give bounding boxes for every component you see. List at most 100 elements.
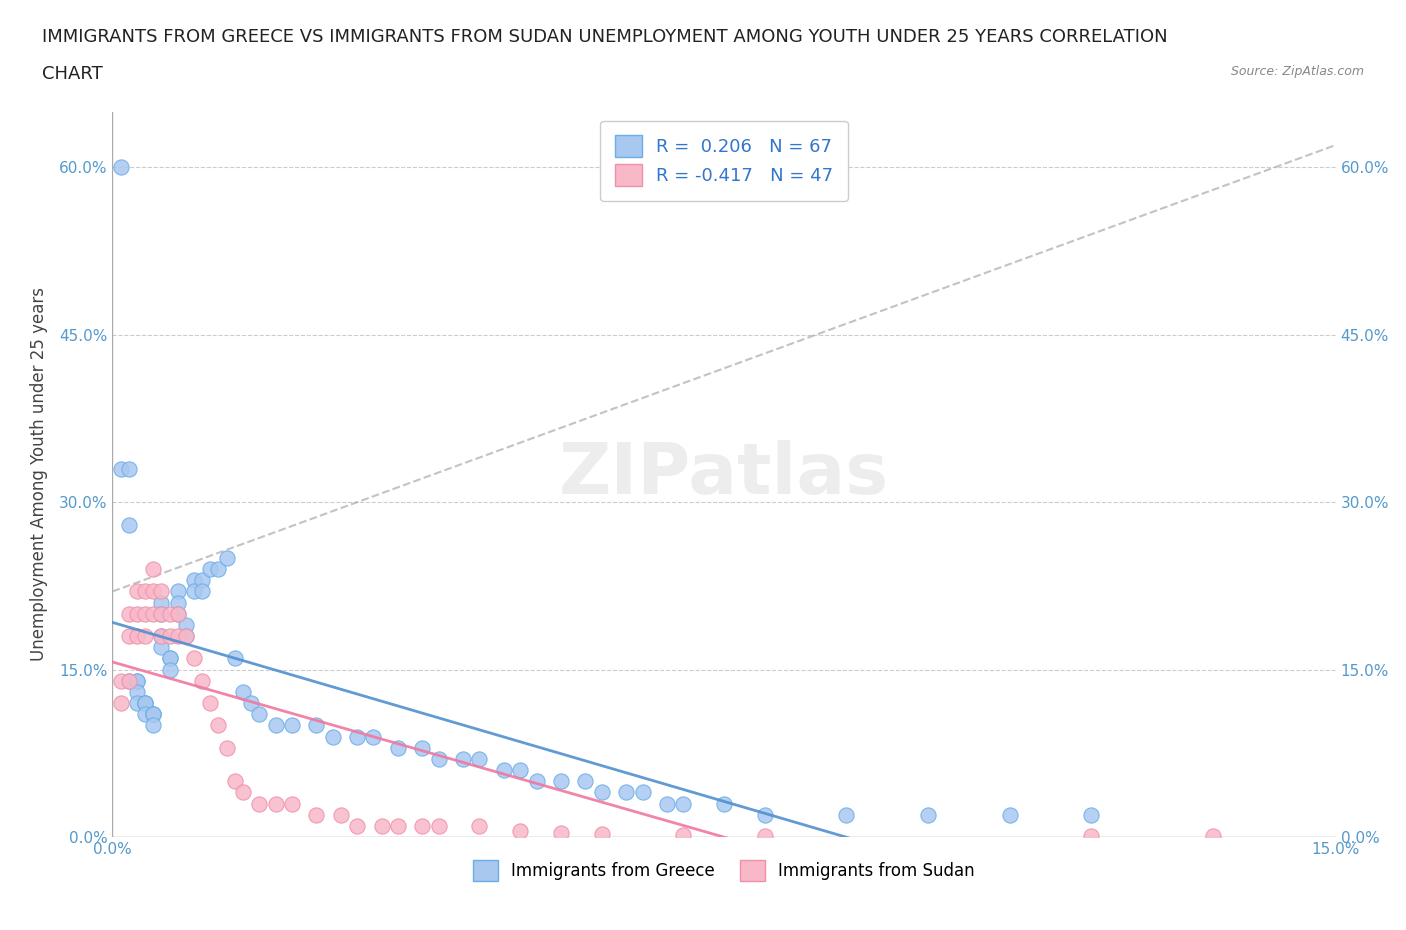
Point [159,662,181,677]
Point [118,629,141,644]
Point [142,707,165,722]
Point [526,774,548,789]
Point [281,718,304,733]
Point [166,606,188,621]
Point [713,796,735,811]
Point [322,729,344,744]
Point [183,584,205,599]
Point [207,718,229,733]
Point [305,718,328,733]
Point [125,684,148,699]
Point [150,640,173,655]
Point [305,807,328,822]
Point [134,629,156,644]
Point [118,517,141,532]
Point [183,651,205,666]
Text: IMMIGRANTS FROM GREECE VS IMMIGRANTS FROM SUDAN UNEMPLOYMENT AMONG YOUTH UNDER 2: IMMIGRANTS FROM GREECE VS IMMIGRANTS FRO… [42,28,1168,46]
Text: CHART: CHART [42,65,103,83]
Point [281,796,304,811]
Point [468,751,491,766]
Point [917,807,939,822]
Point [150,595,173,610]
Point [150,584,173,599]
Point [134,584,156,599]
Point [191,584,214,599]
Point [150,629,173,644]
Point [427,751,450,766]
Point [159,651,181,666]
Point [264,796,287,811]
Point [125,696,148,711]
Point [264,718,287,733]
Point [387,740,409,755]
Text: Source: ZipAtlas.com: Source: ZipAtlas.com [1230,65,1364,78]
Point [134,696,156,711]
Point [166,606,188,621]
Point [998,807,1021,822]
Point [1202,829,1225,844]
Point [240,696,263,711]
Point [492,763,515,777]
Point [370,818,392,833]
Point [150,606,173,621]
Point [110,461,132,476]
Point [1080,807,1102,822]
Point [363,729,385,744]
Point [125,629,148,644]
Point [247,796,270,811]
Point [655,796,678,811]
Point [411,818,433,833]
Point [191,573,214,588]
Point [207,562,229,577]
Point [125,673,148,688]
Point [574,774,596,789]
Point [232,684,254,699]
Point [329,807,352,822]
Point [754,807,776,822]
Point [1080,829,1102,844]
Text: ZIPatlas: ZIPatlas [560,440,889,509]
Point [110,696,132,711]
Point [134,606,156,621]
Point [550,825,572,840]
Point [191,673,214,688]
Point [159,629,181,644]
Point [110,673,132,688]
Point [166,629,188,644]
Point [110,160,132,175]
Point [387,818,409,833]
Point [142,707,165,722]
Point [174,629,197,644]
Point [247,707,270,722]
Point [134,696,156,711]
Point [142,584,165,599]
Point [427,818,450,833]
Point [346,818,368,833]
Point [509,763,531,777]
Point [166,584,188,599]
Point [451,751,474,766]
Point [142,718,165,733]
Point [614,785,637,800]
Point [224,651,246,666]
Point [200,696,222,711]
Point [142,707,165,722]
Y-axis label: Unemployment Among Youth under 25 years: Unemployment Among Youth under 25 years [30,287,48,661]
Point [150,629,173,644]
Legend: Immigrants from Greece, Immigrants from Sudan: Immigrants from Greece, Immigrants from … [460,847,988,894]
Point [509,824,531,839]
Point [468,818,491,833]
Point [159,651,181,666]
Point [166,595,188,610]
Point [118,461,141,476]
Point [118,673,141,688]
Point [631,785,654,800]
Point [142,562,165,577]
Point [346,729,368,744]
Point [835,807,858,822]
Point [411,740,433,755]
Point [125,606,148,621]
Point [174,629,197,644]
Point [591,826,613,841]
Point [672,796,695,811]
